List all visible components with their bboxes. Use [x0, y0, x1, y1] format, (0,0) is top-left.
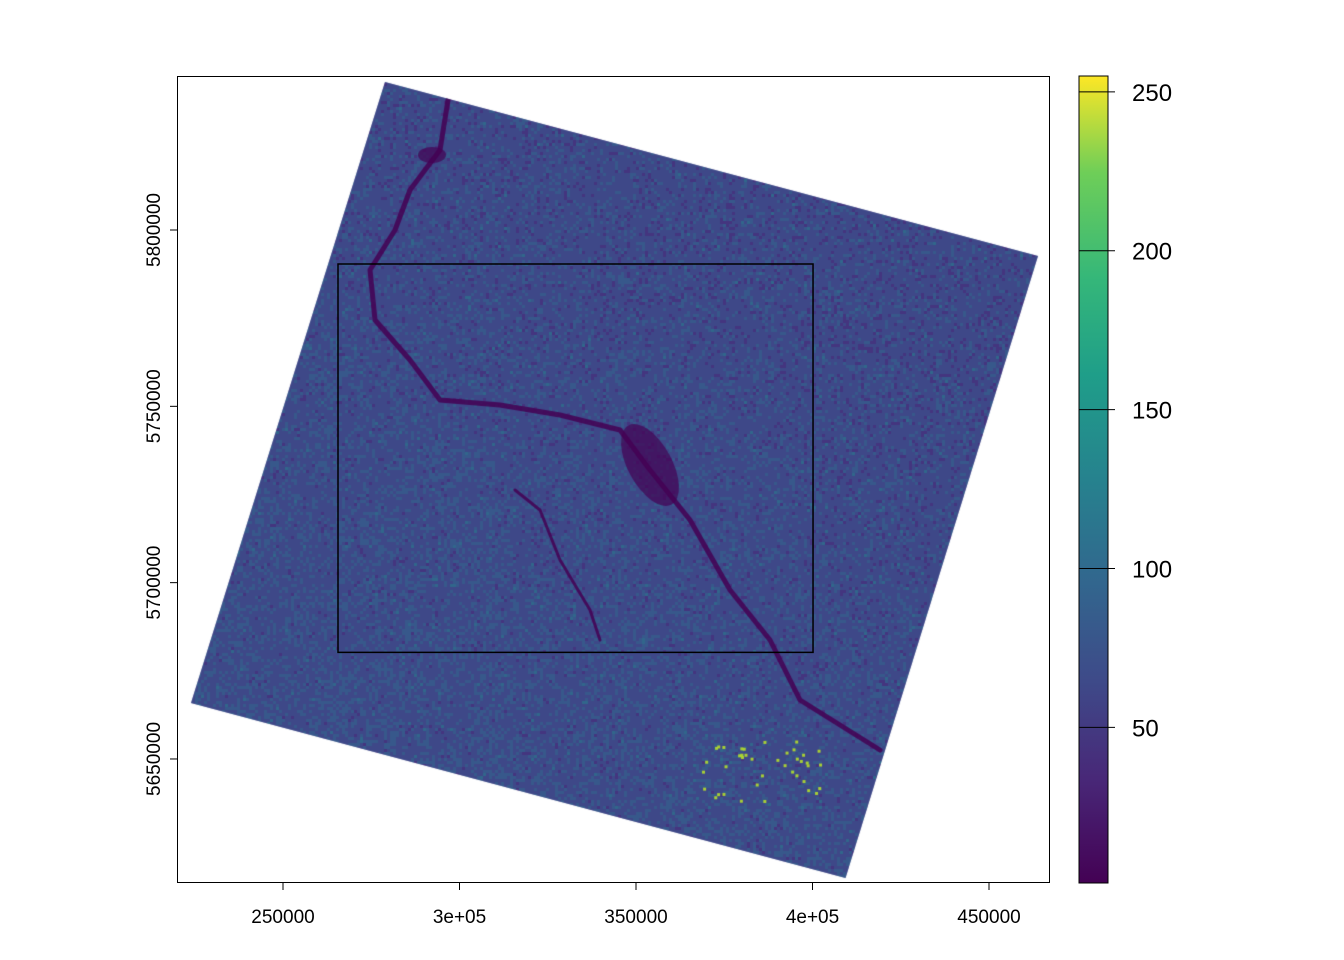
x-tick-label: 450000 — [957, 907, 1020, 928]
colorbar-tick-label: 250 — [1132, 80, 1172, 107]
colorbar-tick-label: 200 — [1132, 239, 1172, 266]
colorbar-tick-label: 150 — [1132, 398, 1172, 425]
plot-frame — [177, 76, 1050, 883]
x-tick-label: 3e+05 — [433, 907, 486, 928]
extent-rectangle — [337, 263, 814, 654]
colorbar-tick-label: 100 — [1132, 556, 1172, 583]
x-tick-label: 350000 — [604, 907, 667, 928]
colorbar — [1078, 75, 1109, 884]
x-axis: 250000 3e+05 350000 4e+05 450000 — [251, 883, 1021, 928]
x-tick-label: 250000 — [251, 907, 314, 928]
colorbar-tick-label: 50 — [1132, 715, 1159, 742]
x-tick-label: 4e+05 — [786, 907, 839, 928]
y-tick-label: 5650000 — [144, 722, 165, 796]
y-tick-label: 5750000 — [144, 369, 165, 443]
y-axis: 5650000 5700000 5750000 5800000 — [144, 193, 177, 796]
y-tick-label: 5800000 — [144, 193, 165, 267]
y-tick-label: 5700000 — [144, 546, 165, 620]
colorbar-ticks: 50 100 150 200 250 — [1079, 80, 1172, 742]
